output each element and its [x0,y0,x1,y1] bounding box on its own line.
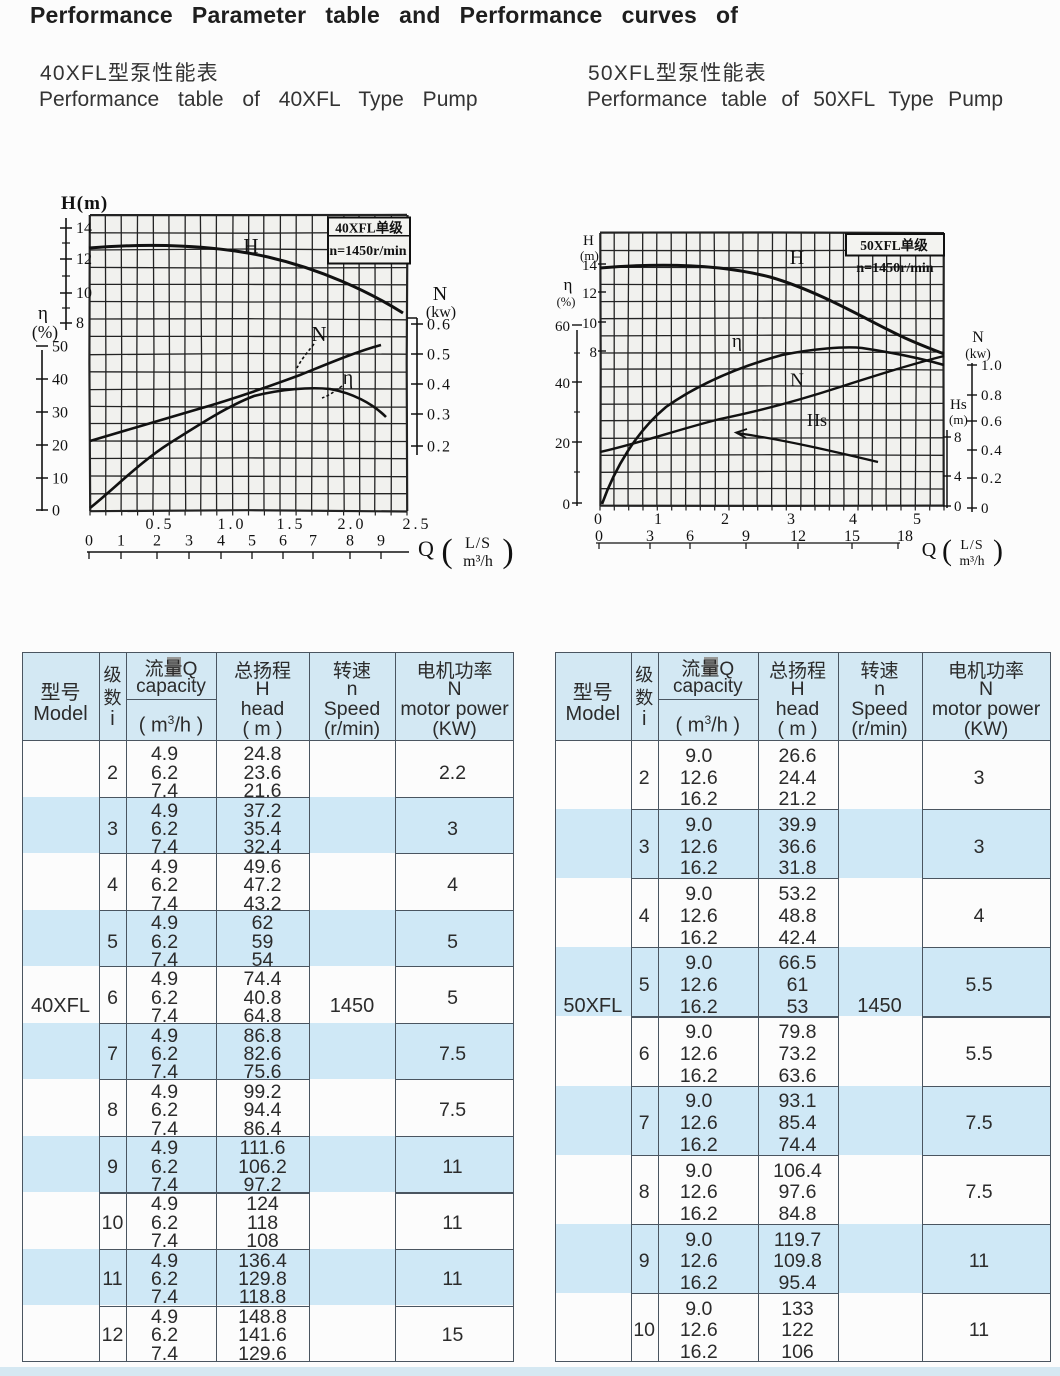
svg-text:(: ( [441,533,452,570]
svg-text:20: 20 [555,436,570,452]
svg-text:10: 10 [582,316,597,332]
svg-text:50: 50 [52,339,68,356]
svg-text:20: 20 [52,438,68,455]
svg-text:n=1450r/min: n=1450r/min [329,244,406,259]
svg-text:2: 2 [721,511,729,528]
svg-text:m³/h: m³/h [959,553,984,568]
svg-text:12: 12 [582,286,597,302]
svg-text:Hs: Hs [950,397,967,413]
svg-text:15: 15 [844,528,860,545]
svg-text:0: 0 [594,511,602,528]
svg-text:40: 40 [555,376,570,392]
svg-text:5: 5 [913,511,921,528]
svg-text:m³/h: m³/h [463,553,493,570]
svg-text:5: 5 [248,533,256,550]
svg-text:18: 18 [897,528,913,545]
svg-text:0.8: 0.8 [981,388,1003,404]
svg-text:Q: Q [418,536,434,561]
svg-text:L/S: L/S [960,538,983,553]
svg-text:10: 10 [52,471,68,488]
svg-text:N: N [433,283,447,305]
svg-text:12: 12 [76,251,92,268]
svg-text:1.0: 1.0 [218,516,247,533]
svg-text:Hs: Hs [807,410,827,430]
svg-text:): ) [993,534,1003,567]
svg-text:3: 3 [185,533,193,550]
svg-text:0: 0 [563,497,571,513]
svg-text:N: N [790,370,804,391]
svg-text:n=1450r/min: n=1450r/min [856,261,933,276]
svg-text:9: 9 [742,528,750,545]
svg-text:40: 40 [52,372,68,389]
svg-text:0.2: 0.2 [427,439,452,456]
svg-text:50XFL单级: 50XFL单级 [860,237,928,253]
svg-text:η: η [343,367,353,389]
svg-text:(kw): (kw) [426,304,456,321]
svg-text:14: 14 [582,258,598,274]
svg-text:0.6: 0.6 [981,414,1003,430]
svg-text:H: H [583,233,594,249]
svg-text:η: η [38,303,48,324]
svg-text:9: 9 [377,533,385,550]
svg-text:2: 2 [153,533,161,550]
svg-text:3: 3 [646,528,654,545]
svg-text:4: 4 [954,469,962,485]
svg-text:7: 7 [309,533,317,550]
svg-text:η: η [732,331,742,352]
svg-text:L/S: L/S [465,535,491,552]
svg-text:14: 14 [76,220,92,237]
svg-text:1.5: 1.5 [277,516,306,533]
svg-text:8: 8 [76,315,84,332]
svg-text:6: 6 [279,533,287,550]
svg-text:60: 60 [555,319,570,335]
svg-text:0.5: 0.5 [146,516,175,533]
svg-text:0.2: 0.2 [981,471,1003,487]
svg-text:N: N [972,329,984,346]
svg-text:0.4: 0.4 [981,443,1003,459]
svg-text:(m): (m) [949,412,968,427]
svg-text:H(m): H(m) [61,193,108,214]
svg-text:40XFL单级: 40XFL单级 [335,220,403,236]
svg-text:8: 8 [346,533,354,550]
svg-text:0.3: 0.3 [427,407,452,424]
svg-text:0: 0 [954,499,962,515]
svg-text:10: 10 [76,285,92,302]
svg-text:(kw): (kw) [965,346,991,361]
svg-text:(%): (%) [32,322,58,342]
svg-text:Q: Q [922,539,937,561]
svg-text:6: 6 [686,528,694,545]
svg-text:0: 0 [85,533,93,550]
svg-text:0: 0 [595,528,603,545]
svg-text:η: η [564,275,573,294]
svg-text:2.0: 2.0 [338,516,367,533]
svg-text:3: 3 [787,511,795,528]
svg-text:4: 4 [849,511,857,528]
svg-text:4: 4 [217,533,225,550]
svg-text:(: ( [942,534,952,567]
svg-text:0.5: 0.5 [427,347,452,364]
svg-text:1.0: 1.0 [981,358,1003,374]
svg-text:(%): (%) [557,295,576,309]
svg-text:): ) [502,533,513,570]
svg-text:(m): (m) [580,248,599,263]
svg-text:H: H [790,247,804,269]
svg-text:0.6: 0.6 [427,317,452,334]
svg-text:1: 1 [117,533,125,550]
svg-text:8: 8 [954,430,962,446]
svg-text:1: 1 [654,511,662,528]
svg-text:2.5: 2.5 [403,516,432,533]
svg-text:H: H [243,234,258,258]
svg-text:0: 0 [52,503,60,520]
svg-text:N: N [311,322,326,346]
svg-text:8: 8 [590,345,598,361]
svg-text:30: 30 [52,405,68,422]
svg-text:0: 0 [981,501,990,517]
svg-text:0.4: 0.4 [427,377,452,394]
svg-text:12: 12 [790,528,806,545]
